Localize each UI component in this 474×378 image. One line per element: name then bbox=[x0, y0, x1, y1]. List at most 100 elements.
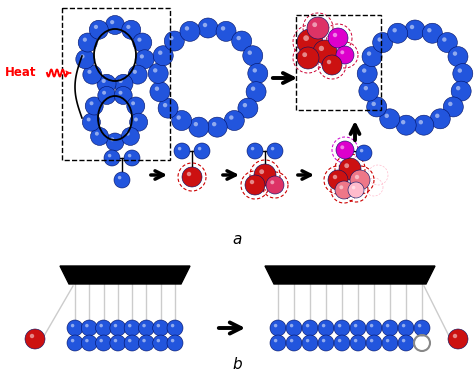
Circle shape bbox=[180, 22, 200, 41]
Circle shape bbox=[405, 20, 425, 40]
Circle shape bbox=[76, 50, 95, 69]
Circle shape bbox=[297, 47, 319, 69]
Circle shape bbox=[104, 150, 120, 166]
Circle shape bbox=[106, 15, 125, 34]
Circle shape bbox=[216, 22, 236, 41]
Circle shape bbox=[251, 147, 255, 150]
Circle shape bbox=[178, 147, 182, 150]
Text: b: b bbox=[232, 357, 242, 372]
Circle shape bbox=[100, 324, 103, 327]
Circle shape bbox=[302, 52, 307, 57]
Circle shape bbox=[164, 31, 184, 51]
Circle shape bbox=[398, 320, 414, 336]
Circle shape bbox=[338, 339, 341, 342]
Circle shape bbox=[402, 339, 405, 342]
Circle shape bbox=[306, 324, 310, 327]
Circle shape bbox=[344, 163, 349, 168]
Circle shape bbox=[182, 167, 202, 187]
Circle shape bbox=[384, 114, 389, 118]
Circle shape bbox=[448, 46, 468, 67]
Circle shape bbox=[382, 335, 398, 351]
Circle shape bbox=[340, 50, 344, 54]
Circle shape bbox=[172, 110, 191, 130]
Circle shape bbox=[176, 115, 181, 120]
Circle shape bbox=[174, 143, 190, 159]
Circle shape bbox=[380, 109, 400, 129]
Circle shape bbox=[286, 320, 302, 336]
Circle shape bbox=[247, 143, 263, 159]
Circle shape bbox=[153, 320, 169, 336]
Circle shape bbox=[306, 339, 310, 342]
Circle shape bbox=[328, 170, 348, 190]
Circle shape bbox=[430, 109, 450, 129]
Circle shape bbox=[224, 110, 244, 130]
Circle shape bbox=[286, 335, 302, 351]
Circle shape bbox=[114, 87, 132, 104]
Circle shape bbox=[336, 141, 354, 159]
Circle shape bbox=[453, 334, 457, 338]
Circle shape bbox=[245, 175, 265, 195]
Circle shape bbox=[250, 180, 254, 184]
Circle shape bbox=[359, 81, 379, 101]
Circle shape bbox=[81, 54, 84, 59]
Circle shape bbox=[127, 97, 145, 115]
Circle shape bbox=[334, 335, 350, 351]
Circle shape bbox=[167, 320, 183, 336]
Circle shape bbox=[85, 324, 89, 327]
Circle shape bbox=[382, 320, 398, 336]
Text: Heat: Heat bbox=[5, 67, 36, 79]
Circle shape bbox=[98, 87, 116, 104]
Circle shape bbox=[171, 324, 174, 327]
Circle shape bbox=[212, 122, 217, 126]
Circle shape bbox=[267, 143, 283, 159]
Circle shape bbox=[335, 181, 353, 199]
Circle shape bbox=[126, 132, 130, 136]
Circle shape bbox=[118, 79, 123, 83]
Circle shape bbox=[271, 147, 274, 150]
Circle shape bbox=[427, 28, 431, 33]
Circle shape bbox=[297, 29, 323, 55]
Circle shape bbox=[87, 70, 91, 74]
Circle shape bbox=[414, 115, 434, 135]
Circle shape bbox=[254, 164, 276, 186]
Circle shape bbox=[100, 339, 103, 342]
Circle shape bbox=[248, 64, 268, 84]
Circle shape bbox=[352, 186, 356, 189]
Circle shape bbox=[85, 339, 89, 342]
Circle shape bbox=[318, 335, 334, 351]
Circle shape bbox=[97, 74, 116, 93]
Circle shape bbox=[185, 26, 189, 31]
Circle shape bbox=[386, 324, 389, 327]
Circle shape bbox=[110, 137, 114, 141]
Circle shape bbox=[85, 97, 103, 115]
Circle shape bbox=[221, 26, 225, 31]
Polygon shape bbox=[265, 266, 435, 284]
Circle shape bbox=[322, 324, 325, 327]
Circle shape bbox=[124, 320, 140, 336]
Circle shape bbox=[138, 335, 155, 351]
Circle shape bbox=[142, 339, 146, 342]
Circle shape bbox=[456, 86, 460, 90]
Circle shape bbox=[194, 143, 210, 159]
Circle shape bbox=[422, 23, 442, 43]
Circle shape bbox=[453, 51, 457, 56]
Circle shape bbox=[339, 185, 343, 189]
Circle shape bbox=[94, 25, 98, 29]
Circle shape bbox=[163, 103, 167, 107]
Circle shape bbox=[133, 33, 152, 52]
Circle shape bbox=[313, 40, 337, 64]
Circle shape bbox=[96, 320, 111, 336]
Circle shape bbox=[114, 339, 117, 342]
Circle shape bbox=[354, 339, 357, 342]
Circle shape bbox=[78, 33, 97, 52]
Circle shape bbox=[327, 60, 331, 64]
Circle shape bbox=[71, 339, 74, 342]
Circle shape bbox=[110, 320, 126, 336]
Circle shape bbox=[114, 74, 133, 93]
Circle shape bbox=[328, 28, 348, 48]
Circle shape bbox=[153, 335, 169, 351]
Circle shape bbox=[158, 51, 163, 55]
Circle shape bbox=[138, 320, 155, 336]
Bar bbox=[296, 15, 381, 110]
Circle shape bbox=[307, 17, 329, 39]
